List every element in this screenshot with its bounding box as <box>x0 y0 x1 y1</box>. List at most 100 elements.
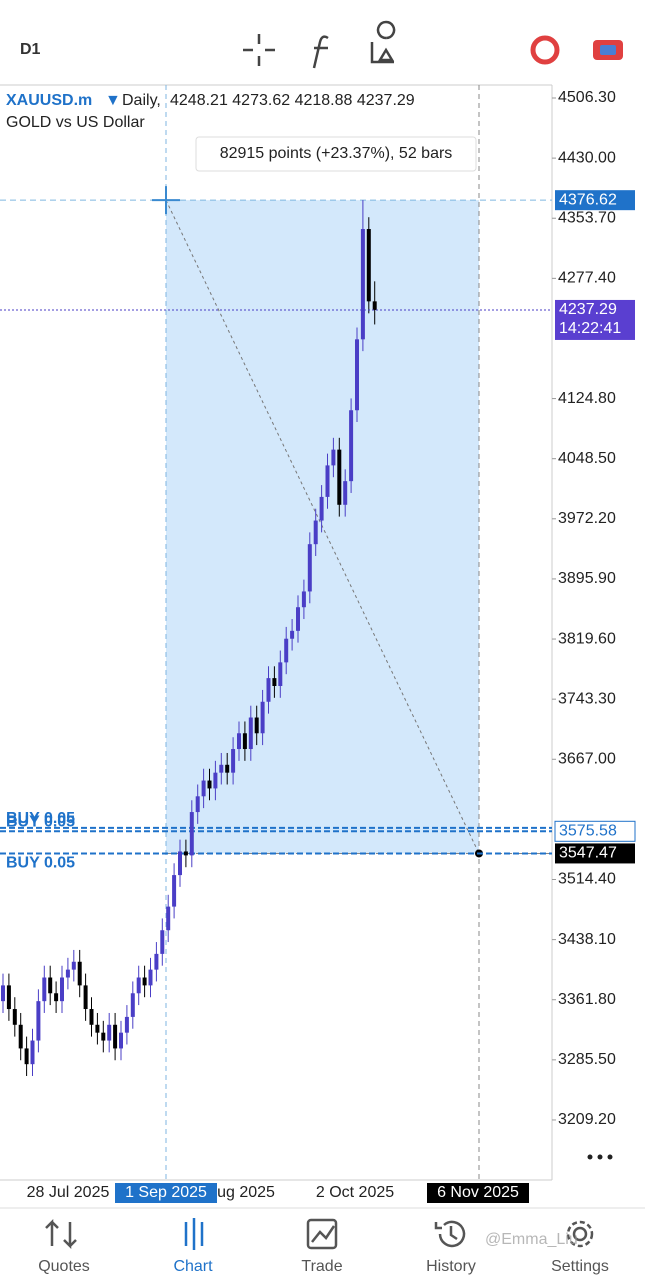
candle-body <box>301 591 306 608</box>
x-tick-label: 1 Sep 2025 <box>125 1184 207 1201</box>
candle-body <box>178 851 182 876</box>
x-tick-label: 2 Oct 2025 <box>316 1184 394 1201</box>
nav-item[interactable]: Trade <box>301 1258 342 1275</box>
candle-body <box>89 1009 94 1025</box>
measure-label: 82915 points (+23.37%), 52 bars <box>220 145 453 162</box>
candle-body <box>107 1024 112 1041</box>
candle-body <box>60 977 64 1002</box>
candle-body <box>278 662 283 686</box>
candle-body <box>166 906 171 931</box>
candle-body <box>343 481 348 505</box>
candle-body <box>201 780 206 797</box>
candle-body <box>331 449 336 466</box>
y-tick-label: 4124.80 <box>558 390 616 407</box>
candle-body <box>119 1032 123 1049</box>
candle-body <box>6 985 11 1010</box>
period: Daily, <box>122 92 161 109</box>
candle-body <box>154 953 159 970</box>
measure-cross <box>152 186 180 215</box>
nav-item[interactable]: Chart <box>173 1258 213 1275</box>
symbol-dropdown[interactable]: ▼ <box>105 92 121 109</box>
measure-bottom-tag: 3547.47 <box>559 845 617 862</box>
candle-body <box>71 961 76 970</box>
y-tick-label: 3438.10 <box>558 931 616 948</box>
candle-body <box>48 977 53 994</box>
candle-body <box>360 229 365 340</box>
candle-body <box>319 496 324 521</box>
y-tick-label: 4048.50 <box>558 450 616 467</box>
candle-body <box>290 630 295 639</box>
order-tag: 3575.58 <box>559 823 617 840</box>
candle-body <box>284 638 289 663</box>
order-label: BUY 0.05 <box>6 810 75 827</box>
candle-body <box>225 764 230 773</box>
nav-item[interactable]: Quotes <box>38 1258 90 1275</box>
candle-body <box>148 969 153 986</box>
order-label: BUY 0.05 <box>6 814 75 831</box>
y-tick-label: 3819.60 <box>558 630 616 647</box>
candle-body <box>272 678 277 686</box>
trade-icon-inner <box>600 45 616 55</box>
y-tick-label: 4353.70 <box>558 209 616 226</box>
nav-item[interactable]: Settings <box>551 1258 609 1275</box>
y-tick-label: 3361.80 <box>558 991 616 1008</box>
candle-body <box>95 1024 100 1033</box>
y-tick-label: 3972.20 <box>558 510 616 527</box>
candle-body <box>207 780 212 789</box>
y-tick-label: 4506.30 <box>558 89 616 106</box>
candle-body <box>65 969 70 978</box>
candle-body <box>12 1009 17 1025</box>
candle-body <box>260 701 265 734</box>
ohlc: 4248.21 4273.62 4218.88 4237.29 <box>170 92 415 109</box>
candle-body <box>160 930 165 954</box>
candle-body <box>296 607 300 631</box>
chart: 82915 points (+23.37%), 52 bars 4506.30 44… <box>0 85 636 1203</box>
measure-diagonal <box>165 199 480 854</box>
candle-body <box>36 1001 41 1041</box>
y-tick-label: 3667.00 <box>558 750 616 767</box>
measure-top-tag: 4376.62 <box>559 191 617 208</box>
timeframe[interactable]: D1 <box>20 41 41 58</box>
bid-tag-box <box>555 299 635 340</box>
candle-body <box>366 229 371 302</box>
y-tick-label: 3895.90 <box>558 570 616 587</box>
candle-body <box>189 812 194 856</box>
candle-body <box>355 339 359 411</box>
candle-body <box>254 717 259 734</box>
account-icon[interactable] <box>530 35 560 65</box>
symbol[interactable]: XAUUSD.m <box>6 92 92 109</box>
candle-body <box>307 544 312 592</box>
order-label: BUY 0.05 <box>6 855 75 872</box>
candle-body <box>1 985 5 1002</box>
candle-body <box>30 1040 35 1065</box>
candle-body <box>113 1024 118 1049</box>
y-tick-label: 3285.50 <box>558 1051 616 1068</box>
candle-body <box>101 1032 106 1041</box>
candle-body <box>372 301 377 310</box>
candle-body <box>83 985 88 1010</box>
y-tick-label: 3209.20 <box>558 1111 616 1128</box>
candle-body <box>237 733 241 750</box>
toolbar-icons[interactable] <box>243 20 396 69</box>
x-tick-label: 6 Nov 2025 <box>437 1184 519 1201</box>
measure-bottom-tag-box <box>555 843 635 864</box>
candle-body <box>213 772 218 789</box>
candle-body <box>172 875 177 907</box>
candle-body <box>183 851 188 856</box>
more-menu[interactable] <box>587 1154 613 1160</box>
y-tick-label: 4277.40 <box>558 270 616 287</box>
watermark: @Emma_Liu <box>485 1231 578 1248</box>
nav-item[interactable]: History <box>426 1258 476 1275</box>
candle-body <box>18 1024 23 1049</box>
order-tag-box <box>554 820 636 842</box>
y-tick-label: 3743.30 <box>558 690 616 707</box>
candle-body <box>313 520 318 545</box>
candle-body <box>337 449 342 505</box>
y-tick-label: 3514.40 <box>558 871 616 888</box>
candle-body <box>42 977 47 1002</box>
candle-body <box>124 1016 129 1033</box>
candle-body <box>266 678 271 702</box>
candle-body <box>231 749 236 773</box>
candle-body <box>248 717 253 750</box>
